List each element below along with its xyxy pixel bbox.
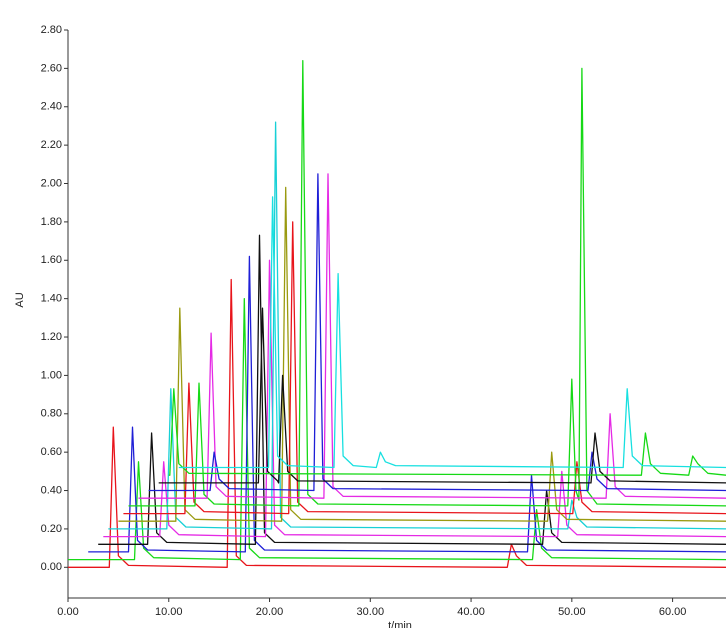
- x-tick-label: 50.00: [558, 606, 586, 618]
- trace: [138, 173, 726, 499]
- x-tick-label: 60.00: [659, 606, 687, 618]
- y-tick-label: 2.40: [41, 101, 62, 113]
- trace: [98, 234, 726, 545]
- y-tick-label: 1.60: [41, 254, 62, 266]
- trace: [103, 259, 726, 538]
- trace: [148, 173, 726, 492]
- y-tick-label: 0.20: [41, 523, 62, 535]
- trace: [123, 221, 726, 515]
- trace: [168, 388, 726, 476]
- trace: [88, 255, 726, 553]
- trace: [158, 307, 726, 484]
- y-tick-label: 1.80: [41, 216, 62, 228]
- y-tick-label: 0.00: [41, 561, 62, 573]
- y-tick-label: 1.40: [41, 293, 62, 305]
- y-tick-label: 0.80: [41, 408, 62, 420]
- y-tick-label: 2.00: [41, 177, 62, 189]
- trace: [108, 121, 726, 530]
- y-tick-label: 2.20: [41, 139, 62, 151]
- y-tick-label: 0.60: [41, 446, 62, 458]
- y-tick-label: 2.80: [41, 24, 62, 36]
- trace: [178, 196, 726, 469]
- trace: [118, 186, 726, 522]
- x-tick-label: 20.00: [256, 606, 284, 618]
- x-tick-label: 10.00: [155, 606, 183, 618]
- x-tick-label: 40.00: [457, 606, 485, 618]
- trace: [128, 60, 726, 507]
- x-tick-label: 30.00: [357, 606, 385, 618]
- y-tick-label: 1.20: [41, 331, 62, 343]
- y-tick-label: 1.00: [41, 369, 62, 381]
- y-axis-label: AU: [14, 292, 26, 307]
- x-tick-label: 0.00: [57, 606, 78, 618]
- x-axis-label: t/min: [388, 620, 412, 628]
- y-tick-label: 0.40: [41, 484, 62, 496]
- y-tick-label: 2.60: [41, 62, 62, 74]
- trace: [68, 278, 726, 568]
